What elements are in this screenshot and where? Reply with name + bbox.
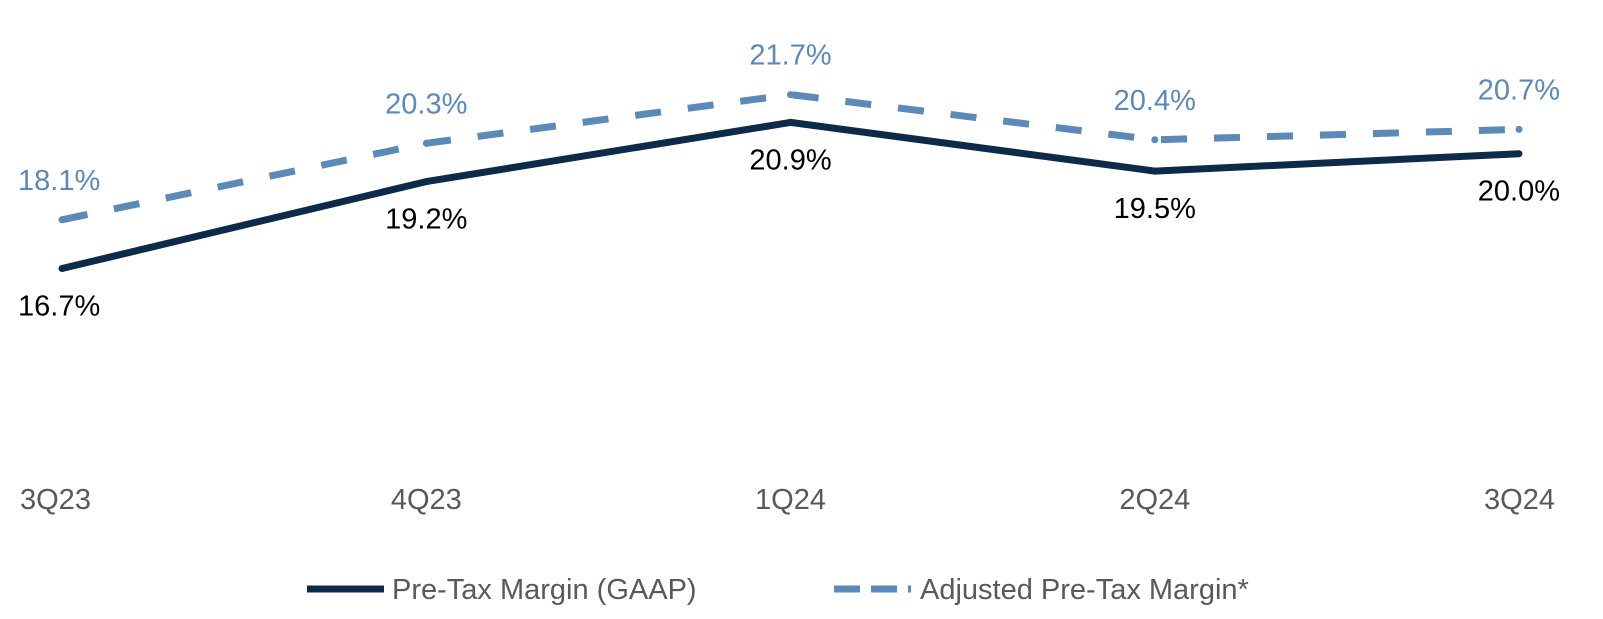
data-label-adjusted-0: 18.1% <box>18 165 100 197</box>
legend-label-adjusted: Adjusted Pre-Tax Margin* <box>920 574 1249 606</box>
x-tick-label: 3Q23 <box>20 484 91 516</box>
point-gaap-3 <box>1151 167 1159 175</box>
x-tick-label: 2Q24 <box>1119 484 1190 516</box>
x-axis-ticks: 3Q23 4Q23 1Q24 2Q24 3Q24 <box>20 484 1555 516</box>
data-label-gaap-4: 20.0% <box>1478 176 1560 208</box>
data-label-adjusted-4: 20.7% <box>1478 74 1560 106</box>
point-adjusted-3 <box>1151 136 1159 144</box>
point-gaap-0 <box>58 265 66 272</box>
x-tick-label: 3Q24 <box>1484 484 1555 516</box>
data-label-gaap-1: 19.2% <box>385 204 467 236</box>
point-gaap-2 <box>787 118 794 126</box>
data-label-adjusted-3: 20.4% <box>1114 85 1196 117</box>
data-label-gaap-0: 16.7% <box>18 291 100 323</box>
data-label-gaap-3: 19.5% <box>1114 193 1196 225</box>
data-label-adjusted-1: 20.3% <box>385 88 467 120</box>
legend: Pre-Tax Margin (GAAP) Adjusted Pre-Tax M… <box>307 574 1249 606</box>
x-tick-label: 1Q24 <box>755 484 826 516</box>
series-line-adjusted <box>61 91 1520 224</box>
point-adjusted-0 <box>58 216 66 224</box>
legend-label-gaap: Pre-Tax Margin (GAAP) <box>392 574 697 606</box>
point-adjusted-2 <box>787 91 794 99</box>
data-labels: 16.7% 19.2% 20.9% 19.5% 20.0% 18.1% 20.3% 21.7%… <box>18 40 1560 323</box>
point-adjusted-4 <box>1515 125 1523 133</box>
point-gaap-1 <box>422 178 430 186</box>
data-label-adjusted-2: 21.7% <box>749 40 831 72</box>
point-gaap-4 <box>1515 150 1523 158</box>
series-lines <box>58 91 1523 272</box>
data-label-gaap-2: 20.9% <box>749 144 831 176</box>
point-adjusted-1 <box>422 139 430 147</box>
x-tick-label: 4Q23 <box>391 484 462 516</box>
